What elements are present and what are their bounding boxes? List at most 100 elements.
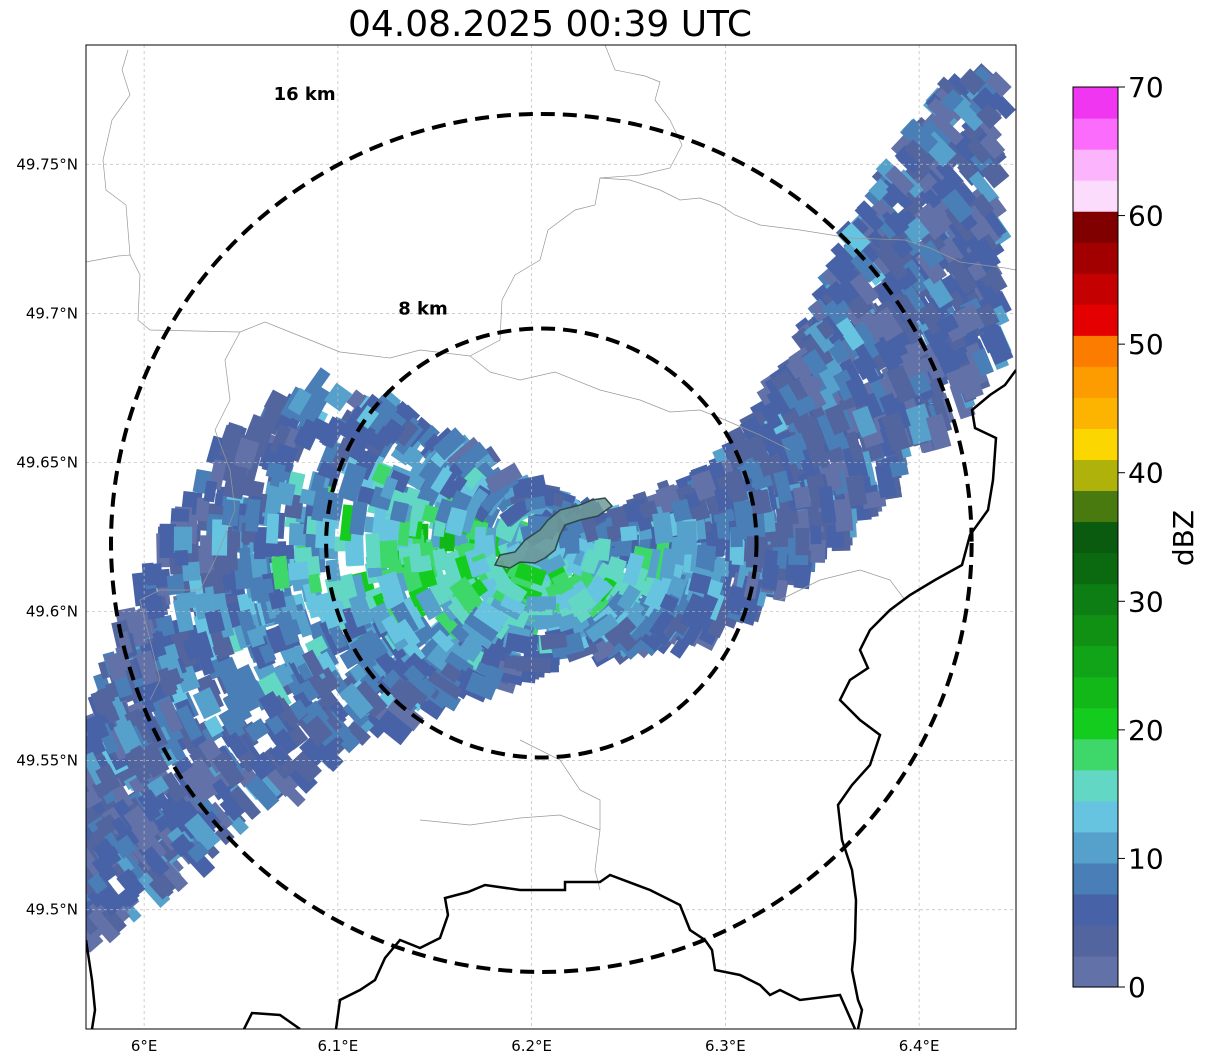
radar-cell bbox=[269, 423, 292, 456]
radar-cell bbox=[203, 480, 218, 503]
colorbar-segment bbox=[1073, 645, 1118, 678]
radar-cell bbox=[585, 613, 619, 643]
radar-cell bbox=[86, 731, 107, 757]
colorbar-segment bbox=[1073, 304, 1118, 336]
radar-cell bbox=[409, 675, 437, 702]
colorbar-segment bbox=[1073, 893, 1118, 926]
radar-cell bbox=[724, 584, 748, 616]
radar-cell bbox=[307, 573, 323, 594]
radar-cell bbox=[922, 188, 942, 209]
radar-cell bbox=[250, 612, 268, 638]
colorbar-segment bbox=[1073, 862, 1118, 895]
radar-cell bbox=[580, 515, 599, 543]
radar-cell bbox=[468, 557, 491, 578]
radar-cell bbox=[551, 571, 574, 596]
radar-cell bbox=[787, 352, 813, 381]
radar-cell bbox=[248, 751, 277, 781]
radar-cell bbox=[971, 348, 994, 377]
radar-cell bbox=[606, 525, 620, 543]
radar-cell bbox=[245, 498, 261, 533]
radar-cell bbox=[416, 424, 440, 449]
radar-cell bbox=[222, 573, 235, 591]
radar-cell bbox=[868, 178, 892, 202]
radar-cell bbox=[524, 495, 546, 511]
radar-cell bbox=[211, 750, 246, 789]
radar-cell bbox=[308, 672, 338, 709]
radar-cell bbox=[810, 525, 822, 545]
radar-cell bbox=[503, 656, 540, 673]
radar-cell bbox=[148, 872, 176, 900]
radar-cell bbox=[303, 715, 333, 746]
radar-cell bbox=[849, 273, 880, 306]
radar-cell bbox=[816, 387, 839, 414]
border-lines bbox=[86, 45, 1016, 1029]
colorbar-segment bbox=[1073, 738, 1118, 771]
radar-cell bbox=[614, 537, 633, 557]
radar-cell bbox=[465, 671, 499, 701]
radar-cell bbox=[714, 487, 732, 512]
radar-cell bbox=[923, 324, 951, 357]
radar-cell bbox=[404, 652, 433, 681]
radar-cell bbox=[176, 591, 199, 611]
colorbar-segment bbox=[1073, 149, 1118, 181]
radar-cell bbox=[504, 632, 539, 656]
radar-cell bbox=[989, 305, 1010, 327]
radar-cell bbox=[323, 382, 353, 412]
radar-cell bbox=[853, 321, 883, 359]
radar-cell bbox=[170, 833, 194, 858]
radar-cell bbox=[526, 596, 556, 610]
colorbar-segment bbox=[1073, 397, 1118, 429]
radar-cell bbox=[745, 434, 768, 462]
radar-cell bbox=[107, 695, 132, 731]
radar-cell bbox=[743, 571, 761, 600]
radar-cell bbox=[430, 467, 453, 494]
colorbar-segment bbox=[1073, 118, 1118, 150]
radar-cell bbox=[775, 507, 794, 539]
radar-cell bbox=[806, 539, 826, 563]
radar-cell bbox=[845, 431, 864, 462]
radar-cell bbox=[95, 813, 120, 838]
radar-cell bbox=[792, 485, 812, 509]
radar-cell bbox=[95, 763, 121, 794]
radar-cell bbox=[380, 476, 399, 500]
radar-cell bbox=[271, 555, 290, 590]
radar-cell bbox=[852, 356, 872, 381]
radar-cell bbox=[884, 211, 910, 237]
country-border bbox=[242, 1011, 301, 1029]
municipal-boundary bbox=[779, 569, 906, 601]
radar-cell bbox=[434, 688, 462, 712]
radar-cell bbox=[695, 555, 715, 572]
radar-cell bbox=[212, 635, 235, 659]
radar-cell bbox=[927, 97, 956, 126]
radar-cell bbox=[344, 422, 376, 462]
radar-cell bbox=[144, 595, 165, 620]
municipal-boundary bbox=[129, 177, 1016, 359]
colorbar-segment bbox=[1073, 273, 1118, 305]
radar-cell bbox=[86, 914, 99, 936]
colorbar-segment bbox=[1073, 242, 1118, 274]
radar-cell bbox=[837, 222, 871, 256]
radar-cell bbox=[900, 283, 928, 316]
radar-cell bbox=[175, 704, 203, 741]
radar-cell bbox=[845, 375, 872, 408]
radar-cell bbox=[145, 853, 165, 873]
radar-cell bbox=[940, 88, 965, 113]
radar-cell bbox=[319, 416, 346, 449]
radar-cell bbox=[152, 631, 166, 649]
radar-cell bbox=[879, 392, 901, 419]
radar-cell bbox=[778, 384, 800, 410]
radar-cell bbox=[482, 664, 505, 689]
radar-cell bbox=[449, 576, 486, 617]
radar-cell bbox=[798, 373, 827, 410]
highlighted-area bbox=[493, 497, 614, 569]
radar-cell bbox=[268, 590, 287, 610]
radar-cell bbox=[401, 445, 425, 469]
radar-cell bbox=[966, 137, 992, 165]
radar-cell bbox=[885, 182, 913, 210]
radar-cell bbox=[679, 593, 708, 629]
radar-cell bbox=[349, 500, 368, 536]
radar-cell bbox=[958, 68, 986, 96]
radar-cell bbox=[979, 132, 1006, 160]
radar-cell bbox=[289, 750, 323, 784]
radar-cell bbox=[670, 498, 692, 523]
